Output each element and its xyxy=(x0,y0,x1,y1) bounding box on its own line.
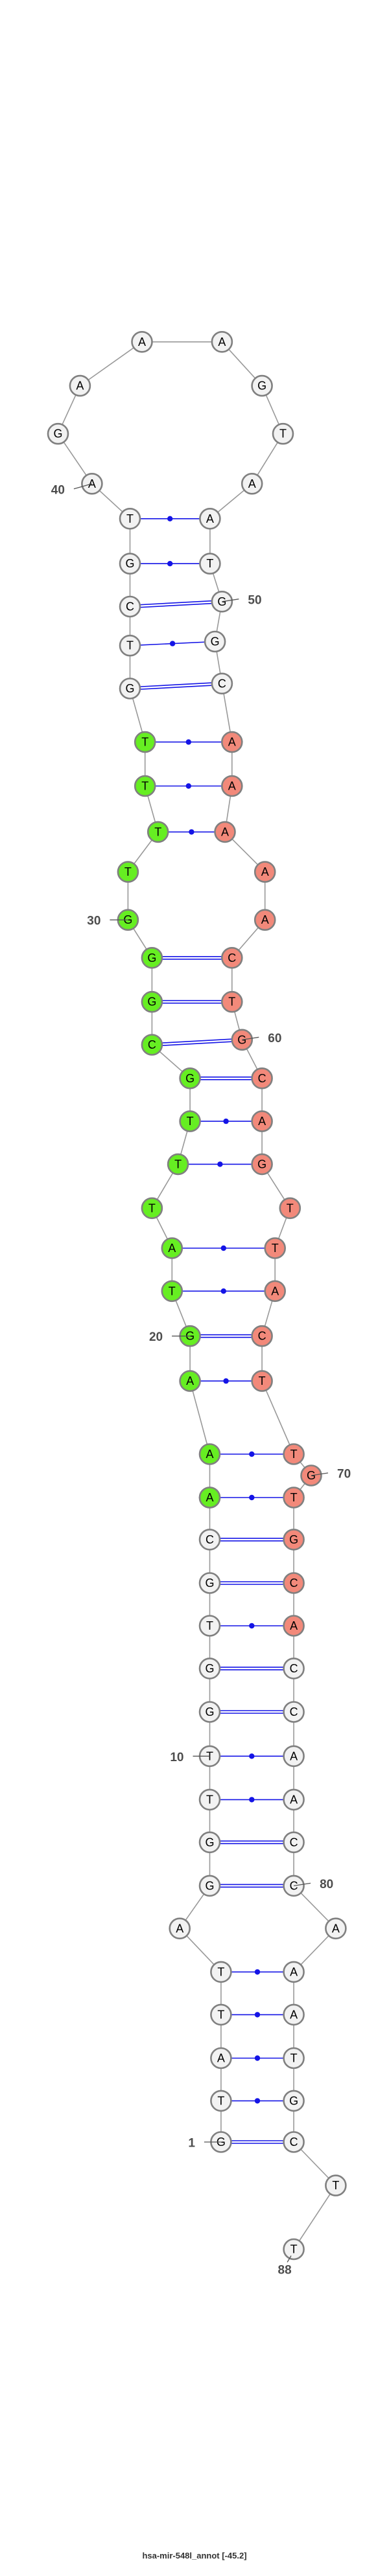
svg-text:G: G xyxy=(205,1705,214,1718)
svg-text:A: A xyxy=(248,477,256,490)
svg-text:C: C xyxy=(148,1038,156,1051)
svg-text:A: A xyxy=(217,2052,225,2065)
svg-text:G: G xyxy=(289,2094,298,2107)
svg-text:T: T xyxy=(206,1619,213,1632)
svg-text:G: G xyxy=(289,1533,298,1546)
svg-text:G: G xyxy=(205,1577,214,1590)
svg-text:70: 70 xyxy=(337,1468,351,1481)
svg-text:A: A xyxy=(206,1491,213,1504)
svg-text:T: T xyxy=(217,2008,224,2021)
svg-text:A: A xyxy=(228,736,236,749)
svg-text:A: A xyxy=(186,1374,194,1387)
svg-text:A: A xyxy=(76,380,84,393)
svg-text:10: 10 xyxy=(170,1751,183,1764)
svg-text:C: C xyxy=(290,1662,298,1675)
svg-text:G: G xyxy=(125,682,134,695)
svg-text:30: 30 xyxy=(87,915,100,928)
svg-text:C: C xyxy=(290,1836,298,1849)
svg-text:A: A xyxy=(206,1448,213,1461)
svg-text:T: T xyxy=(217,2094,224,2107)
svg-text:A: A xyxy=(290,1965,298,1978)
svg-text:50: 50 xyxy=(248,593,261,607)
svg-text:T: T xyxy=(206,557,213,570)
svg-text:T: T xyxy=(290,1448,298,1461)
svg-text:C: C xyxy=(126,600,134,613)
svg-text:T: T xyxy=(148,1202,156,1214)
svg-text:T: T xyxy=(228,996,235,1009)
svg-text:C: C xyxy=(290,1705,298,1718)
svg-text:T: T xyxy=(259,1374,266,1387)
svg-text:A: A xyxy=(261,865,269,878)
svg-text:C: C xyxy=(258,1330,266,1343)
svg-text:T: T xyxy=(287,1202,294,1214)
svg-text:A: A xyxy=(258,1115,266,1128)
svg-text:1: 1 xyxy=(188,2137,195,2150)
svg-text:T: T xyxy=(290,1491,298,1504)
svg-text:T: T xyxy=(141,780,148,793)
svg-text:G: G xyxy=(205,1836,214,1849)
svg-text:T: T xyxy=(217,1965,224,1978)
svg-text:C: C xyxy=(218,677,226,690)
svg-text:A: A xyxy=(221,825,229,838)
svg-text:88: 88 xyxy=(278,2264,292,2277)
svg-text:A: A xyxy=(290,1793,298,1806)
svg-text:C: C xyxy=(290,1577,298,1590)
svg-text:A: A xyxy=(290,1619,298,1632)
svg-text:G: G xyxy=(205,1662,214,1675)
svg-text:G: G xyxy=(257,380,266,393)
svg-text:G: G xyxy=(147,996,156,1009)
svg-text:T: T xyxy=(126,512,134,525)
svg-text:20: 20 xyxy=(149,1330,163,1344)
svg-text:G: G xyxy=(211,635,220,648)
svg-text:T: T xyxy=(279,427,287,440)
svg-text:A: A xyxy=(168,1242,176,1255)
svg-text:T: T xyxy=(141,736,148,749)
svg-text:A: A xyxy=(290,1750,298,1762)
svg-text:40: 40 xyxy=(51,483,65,497)
svg-text:A: A xyxy=(218,336,226,348)
svg-text:A: A xyxy=(290,2008,298,2021)
svg-text:C: C xyxy=(228,952,236,964)
svg-text:G: G xyxy=(147,952,156,964)
svg-text:C: C xyxy=(258,1072,266,1085)
svg-text:A: A xyxy=(206,512,214,525)
svg-text:T: T xyxy=(169,1284,176,1297)
svg-text:G: G xyxy=(53,427,62,440)
svg-text:C: C xyxy=(206,1533,214,1546)
svg-text:60: 60 xyxy=(268,1032,281,1045)
svg-text:C: C xyxy=(290,2136,298,2149)
svg-text:T: T xyxy=(206,1793,213,1806)
svg-text:T: T xyxy=(290,2052,298,2065)
svg-text:T: T xyxy=(126,639,134,652)
svg-text:T: T xyxy=(332,2179,339,2192)
svg-text:T: T xyxy=(272,1242,279,1255)
svg-text:G: G xyxy=(257,1157,266,1170)
svg-text:T: T xyxy=(187,1115,194,1128)
svg-text:T: T xyxy=(174,1157,182,1170)
svg-text:A: A xyxy=(228,780,236,793)
svg-text:T: T xyxy=(154,825,161,838)
svg-text:T: T xyxy=(290,2243,298,2256)
svg-text:A: A xyxy=(332,1922,340,1935)
svg-text:A: A xyxy=(138,336,146,348)
svg-text:A: A xyxy=(176,1922,183,1935)
svg-text:T: T xyxy=(124,865,132,878)
svg-text:G: G xyxy=(185,1072,194,1085)
svg-text:A: A xyxy=(261,913,269,926)
svg-text:A: A xyxy=(271,1284,279,1297)
svg-text:G: G xyxy=(125,557,134,570)
svg-text:G: G xyxy=(205,1879,214,1892)
svg-text:80: 80 xyxy=(320,1878,333,1891)
